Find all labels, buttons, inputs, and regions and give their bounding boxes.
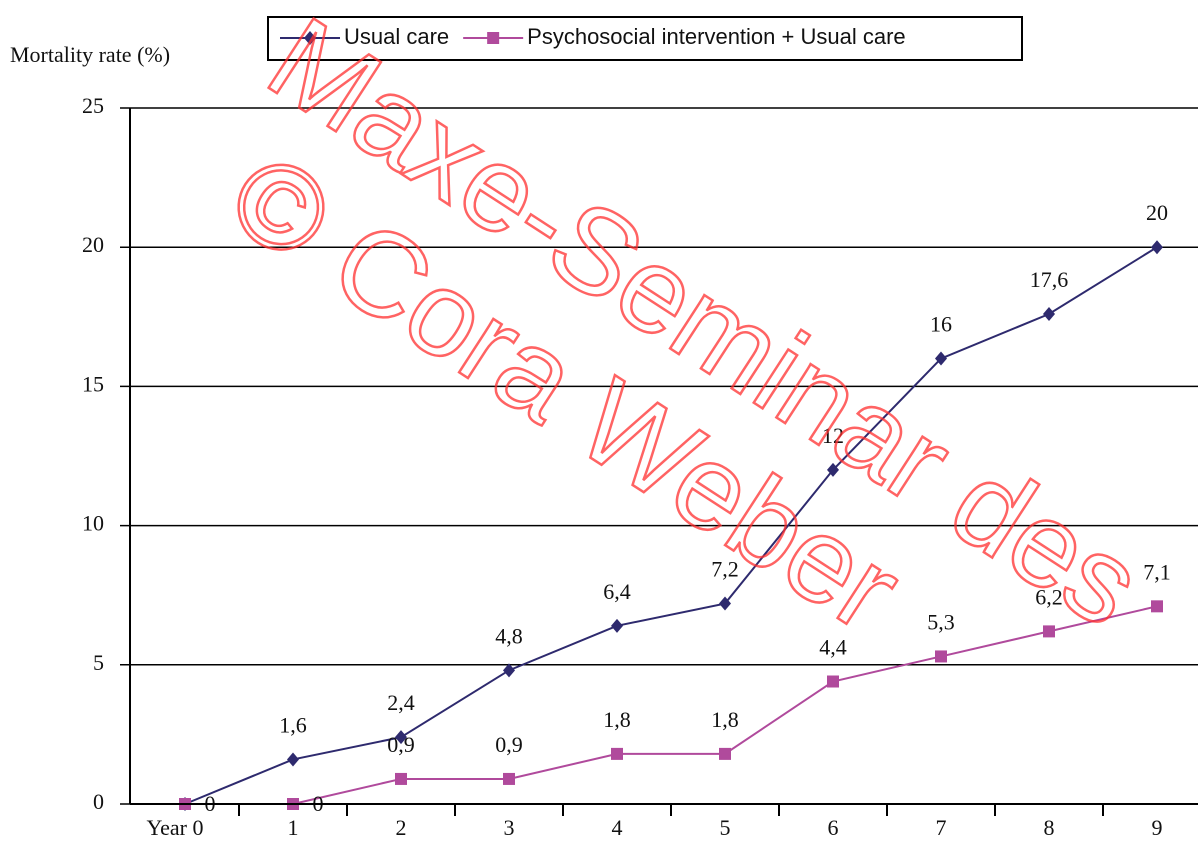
x-tick-label: 9 [1152, 815, 1163, 840]
data-label: 2,4 [387, 690, 415, 715]
data-label: 16 [930, 312, 952, 337]
data-label: 20 [1146, 200, 1168, 225]
x-tick-label: 7 [936, 815, 947, 840]
marker [395, 730, 407, 745]
legend-marker [304, 31, 316, 45]
marker [503, 772, 515, 785]
x-tick-label: 4 [612, 815, 623, 840]
marker [1043, 307, 1055, 322]
marker [1151, 600, 1163, 613]
marker [611, 618, 623, 633]
x-tick-label: 2 [396, 815, 407, 840]
marker [611, 747, 623, 760]
data-label: 0,9 [495, 732, 523, 757]
data-label: 17,6 [1030, 267, 1069, 292]
marker [827, 462, 839, 477]
data-label: 1,8 [711, 707, 739, 732]
x-tick-label: 6 [828, 815, 839, 840]
x-tick-label: 1 [288, 815, 299, 840]
data-label: 7,1 [1143, 559, 1171, 584]
marker [719, 747, 731, 760]
marker [1151, 240, 1163, 255]
y-axis-label: Mortality rate (%) [10, 42, 170, 67]
marker [935, 650, 947, 663]
y-tick-label: 10 [82, 511, 104, 536]
marker [503, 663, 515, 678]
marker [395, 772, 407, 785]
y-tick-label: 0 [93, 789, 104, 814]
x-tick-label: Year 0 [146, 815, 203, 840]
data-label: 4,4 [819, 635, 847, 660]
data-label: 1,6 [279, 713, 307, 738]
marker [1043, 625, 1055, 638]
data-label: 12 [822, 423, 844, 448]
legend-marker [487, 32, 500, 44]
marker [287, 752, 299, 767]
y-tick-label: 15 [82, 371, 104, 396]
legend-box [267, 16, 1023, 61]
data-label: 6,2 [1035, 584, 1063, 609]
data-label: 4,8 [495, 623, 523, 648]
legend-label: Usual care [344, 24, 449, 49]
series-line [184, 246, 1158, 805]
y-tick-label: 20 [82, 232, 104, 257]
data-label: 1,8 [603, 707, 631, 732]
marker [935, 351, 947, 366]
data-label: 0,9 [387, 732, 415, 757]
y-tick-label: 5 [93, 650, 104, 675]
data-label: 6,4 [603, 579, 631, 604]
y-tick-label: 25 [82, 93, 104, 118]
data-label: 7,2 [711, 557, 739, 582]
marker [827, 675, 839, 688]
data-label: 5,3 [927, 609, 955, 634]
x-tick-label: 5 [720, 815, 731, 840]
x-tick-label: 8 [1044, 815, 1055, 840]
series-line [185, 605, 1158, 805]
legend-label: Psychosocial intervention + Usual care [527, 24, 905, 49]
x-tick-label: 3 [504, 815, 515, 840]
marker [719, 596, 731, 611]
